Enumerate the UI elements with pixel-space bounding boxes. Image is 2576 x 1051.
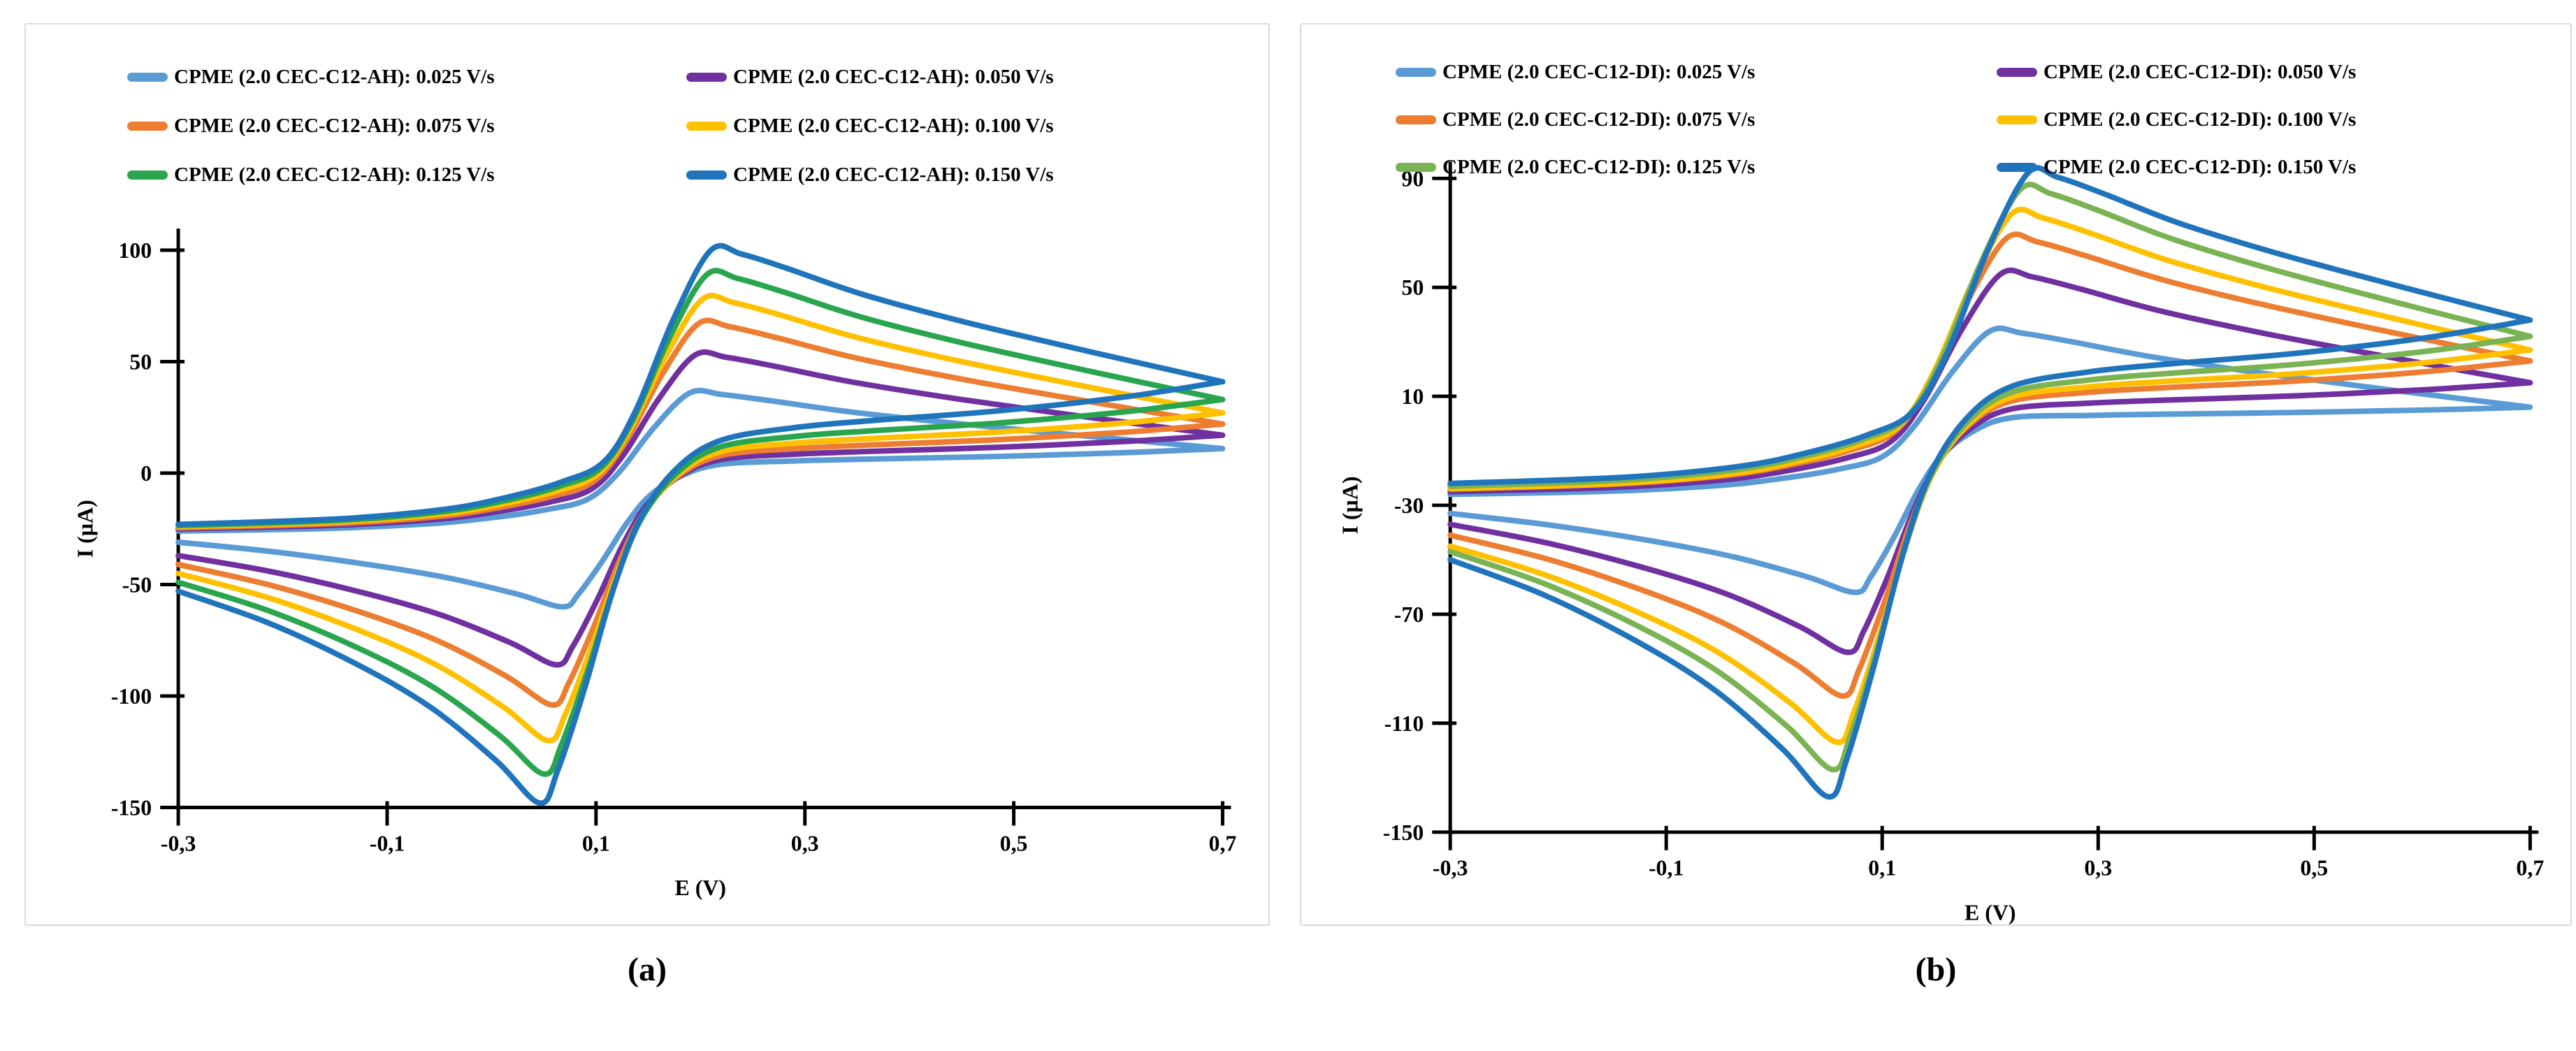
x-tick-label: -0,1 [1649, 856, 1684, 880]
y-tick-label: -110 [1384, 711, 1424, 736]
panel-label-b: (b) [1915, 951, 1957, 988]
y-tick-label: -100 [111, 684, 152, 709]
cv-curve-0.150 [1447, 165, 2533, 800]
y-tick-label: -70 [1394, 602, 1424, 627]
y-tick-label: -150 [1383, 820, 1424, 845]
x-tick-label: -0,1 [370, 831, 405, 855]
x-axis-title: E (V) [675, 876, 727, 900]
x-tick-label: 0,5 [1000, 831, 1028, 855]
x-tick-label: 0,1 [582, 831, 610, 855]
y-tick-label: -150 [111, 795, 152, 820]
chart-panel-b: 90 50 10 -30 -70 -110 -150 -0,3 -0,1 0,1 0,3 0,5 0,7… [1300, 23, 2572, 926]
cv-curve-0.025 [175, 387, 1226, 610]
x-tick-label: 0,3 [791, 831, 819, 855]
chart-a-plot: 100 50 0 -50 -100 -150 -0,3 -0,1 0,1 0,3 0,5 0,7 E (… [73, 229, 1237, 900]
y-tick-label: 50 [1401, 275, 1424, 300]
chart-panel-a: 100 50 0 -50 -100 -150 -0,3 -0,1 0,1 0,3 0,5 0,7 E (… [24, 23, 1270, 926]
y-tick-label: 100 [118, 238, 152, 263]
cv-curve-0.025 [1447, 325, 2533, 595]
x-axis-title: E (V) [1964, 900, 2016, 925]
cv-curve-0.100 [175, 293, 1226, 744]
cv-curve-0.150 [175, 242, 1226, 806]
y-tick-label: -50 [122, 572, 152, 597]
x-tick-label: 0,1 [1868, 856, 1896, 880]
y-axis-title: I (µA) [1338, 477, 1363, 535]
x-tick-label: 0,7 [2516, 856, 2544, 880]
x-tick-label: -0,3 [161, 831, 196, 855]
panel-label-a: (a) [628, 951, 667, 988]
cv-curve-0.050 [1447, 267, 2533, 655]
y-tick-label: 50 [129, 349, 152, 374]
y-tick-label: 90 [1401, 166, 1424, 191]
x-tick-label: 0,5 [2300, 856, 2328, 880]
cv-curve-0.050 [175, 349, 1226, 668]
y-tick-label: 0 [140, 461, 152, 486]
cv-curve-0.075 [175, 317, 1226, 708]
x-tick-label: 0,7 [1209, 831, 1237, 855]
chart-b-plot: 90 50 10 -30 -70 -110 -150 -0,3 -0,1 0,1 0,3 0,5 0,7… [1338, 161, 2544, 925]
x-tick-label: -0,3 [1433, 856, 1468, 880]
y-axis-title: I (µA) [73, 500, 97, 558]
x-tick-label: 0,3 [2084, 856, 2112, 880]
y-tick-label: 10 [1401, 384, 1424, 409]
y-tick-label: -30 [1394, 493, 1424, 518]
